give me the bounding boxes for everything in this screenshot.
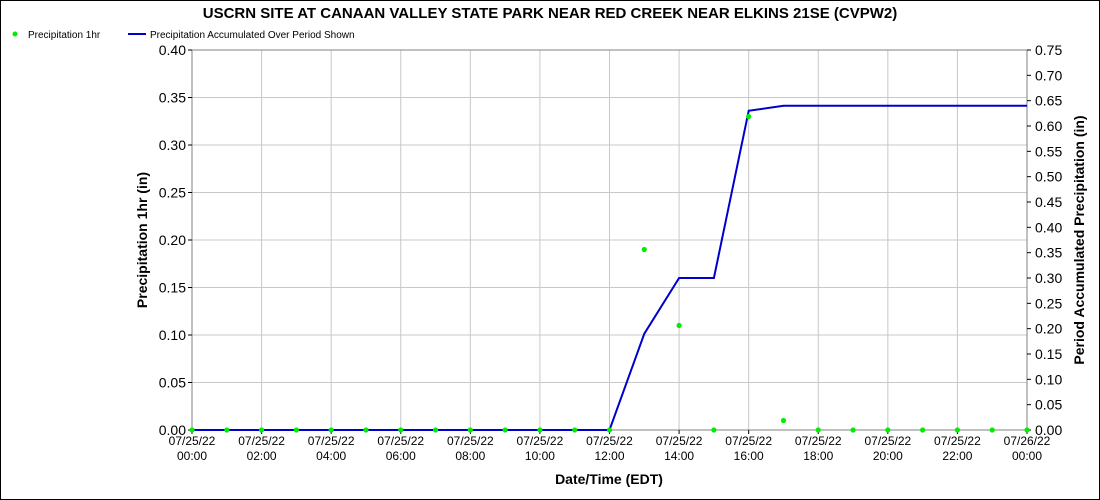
x-tick-label-date: 07/25/22 (656, 434, 703, 448)
data-point-precip-1hr (885, 427, 891, 433)
x-tick-label-time: 12:00 (594, 449, 624, 463)
data-point-precip-1hr (398, 427, 404, 433)
right-y-axis-ticks: 0.00 0.05 0.10 0.15 0.20 0.25 0.30 0.35 0.40 0.45… (1027, 42, 1062, 438)
right-y-tick-label: 0.55 (1035, 143, 1062, 159)
x-axis-ticks: 07/25/2200:0007/25/2202:0007/25/2204:000… (169, 430, 1051, 463)
data-point-precip-1hr (502, 427, 508, 433)
x-tick-label-date: 07/25/22 (795, 434, 842, 448)
data-point-precip-1hr (224, 427, 230, 433)
right-y-tick-label: 0.50 (1035, 169, 1062, 185)
x-tick-label-time: 00:00 (177, 449, 207, 463)
x-tick-label-time: 22:00 (942, 449, 972, 463)
right-y-tick-label: 0.75 (1035, 42, 1062, 58)
left-y-tick-label: 0.10 (159, 327, 186, 343)
left-y-tick-label: 0.30 (159, 137, 186, 153)
legend-label-precip-1hr: Precipitation 1hr (28, 30, 101, 41)
data-point-precip-1hr (328, 427, 334, 433)
data-point-precip-1hr (293, 427, 299, 433)
x-tick-label-time: 14:00 (664, 449, 694, 463)
right-y-tick-label: 0.45 (1035, 194, 1062, 210)
right-y-tick-label: 0.10 (1035, 371, 1062, 387)
x-tick-label-date: 07/25/22 (864, 434, 911, 448)
data-point-precip-1hr (572, 427, 578, 433)
x-tick-label-date: 07/25/22 (377, 434, 424, 448)
chart-title: USCRN SITE AT CANAAN VALLEY STATE PARK N… (203, 5, 898, 22)
data-point-precip-1hr (363, 427, 369, 433)
left-y-tick-label: 0.20 (159, 232, 186, 248)
right-y-tick-label: 0.40 (1035, 219, 1062, 235)
x-tick-label-date: 07/25/22 (586, 434, 633, 448)
left-y-tick-label: 0.25 (159, 185, 186, 201)
legend-label-accumulated: Precipitation Accumulated Over Period Sh… (150, 30, 355, 41)
x-tick-label-date: 07/25/22 (238, 434, 285, 448)
data-point-precip-1hr (920, 427, 926, 433)
x-tick-label-time: 00:00 (1012, 449, 1042, 463)
data-point-precip-1hr (989, 427, 995, 433)
right-y-tick-label: 0.00 (1035, 422, 1062, 438)
x-tick-label-date: 07/25/22 (447, 434, 494, 448)
x-tick-label-date: 07/26/22 (1004, 434, 1051, 448)
data-point-precip-1hr (746, 113, 752, 120)
data-point-precip-1hr (189, 427, 195, 433)
x-tick-label-time: 06:00 (386, 449, 416, 463)
x-tick-label-date: 07/25/22 (517, 434, 564, 448)
left-y-tick-label: 0.35 (159, 90, 186, 106)
x-tick-label-time: 20:00 (873, 449, 903, 463)
series-precip-1hr (189, 113, 1030, 433)
x-tick-label-time: 18:00 (803, 449, 833, 463)
x-tick-label-date: 07/25/22 (725, 434, 772, 448)
data-point-precip-1hr (641, 246, 647, 253)
x-axis-label: Date/Time (EDT) (555, 471, 663, 487)
data-point-precip-1hr (780, 417, 787, 424)
legend-marker-precip-1hr (12, 31, 18, 37)
x-tick-label-date: 07/25/22 (934, 434, 981, 448)
x-tick-label-date: 07/25/22 (169, 434, 216, 448)
left-y-tick-label: 0.05 (159, 375, 186, 391)
right-y-tick-label: 0.30 (1035, 270, 1062, 286)
data-point-precip-1hr (1024, 427, 1030, 433)
right-y-tick-label: 0.25 (1035, 295, 1062, 311)
data-point-precip-1hr (537, 427, 543, 433)
data-point-precip-1hr (676, 322, 682, 329)
right-y-axis-label: Period Accumulated Precipitation (in) (1071, 115, 1087, 364)
x-tick-label-date: 07/25/22 (308, 434, 355, 448)
data-point-precip-1hr (711, 427, 717, 433)
data-point-precip-1hr (850, 427, 856, 433)
x-tick-label-time: 16:00 (734, 449, 764, 463)
right-y-tick-label: 0.05 (1035, 397, 1062, 413)
left-y-axis-ticks: 0.00 0.05 0.10 0.15 0.20 0.25 0.30 0.35 0.40 (159, 42, 192, 438)
left-y-tick-label: 0.00 (159, 422, 186, 438)
right-y-tick-label: 0.20 (1035, 321, 1062, 337)
left-y-tick-label: 0.40 (159, 42, 186, 58)
legend: Precipitation 1hr Precipitation Accumula… (12, 30, 355, 41)
left-y-tick-label: 0.15 (159, 280, 186, 296)
right-y-tick-label: 0.35 (1035, 245, 1062, 261)
data-point-precip-1hr (954, 427, 961, 433)
x-tick-label-time: 02:00 (247, 449, 277, 463)
x-tick-label-time: 04:00 (316, 449, 346, 463)
x-tick-label-time: 10:00 (525, 449, 555, 463)
x-tick-label-time: 08:00 (455, 449, 485, 463)
data-point-precip-1hr (467, 427, 473, 433)
left-y-axis-label: Precipitation 1hr (in) (134, 172, 150, 308)
right-y-tick-label: 0.15 (1035, 346, 1062, 362)
data-point-precip-1hr (432, 427, 439, 433)
gridlines (191, 49, 1028, 431)
data-point-precip-1hr (606, 427, 613, 433)
data-point-precip-1hr (815, 427, 821, 433)
right-y-tick-label: 0.65 (1035, 93, 1062, 109)
data-point-precip-1hr (258, 427, 265, 433)
right-y-tick-label: 0.60 (1035, 118, 1062, 134)
right-y-tick-label: 0.70 (1035, 67, 1062, 83)
